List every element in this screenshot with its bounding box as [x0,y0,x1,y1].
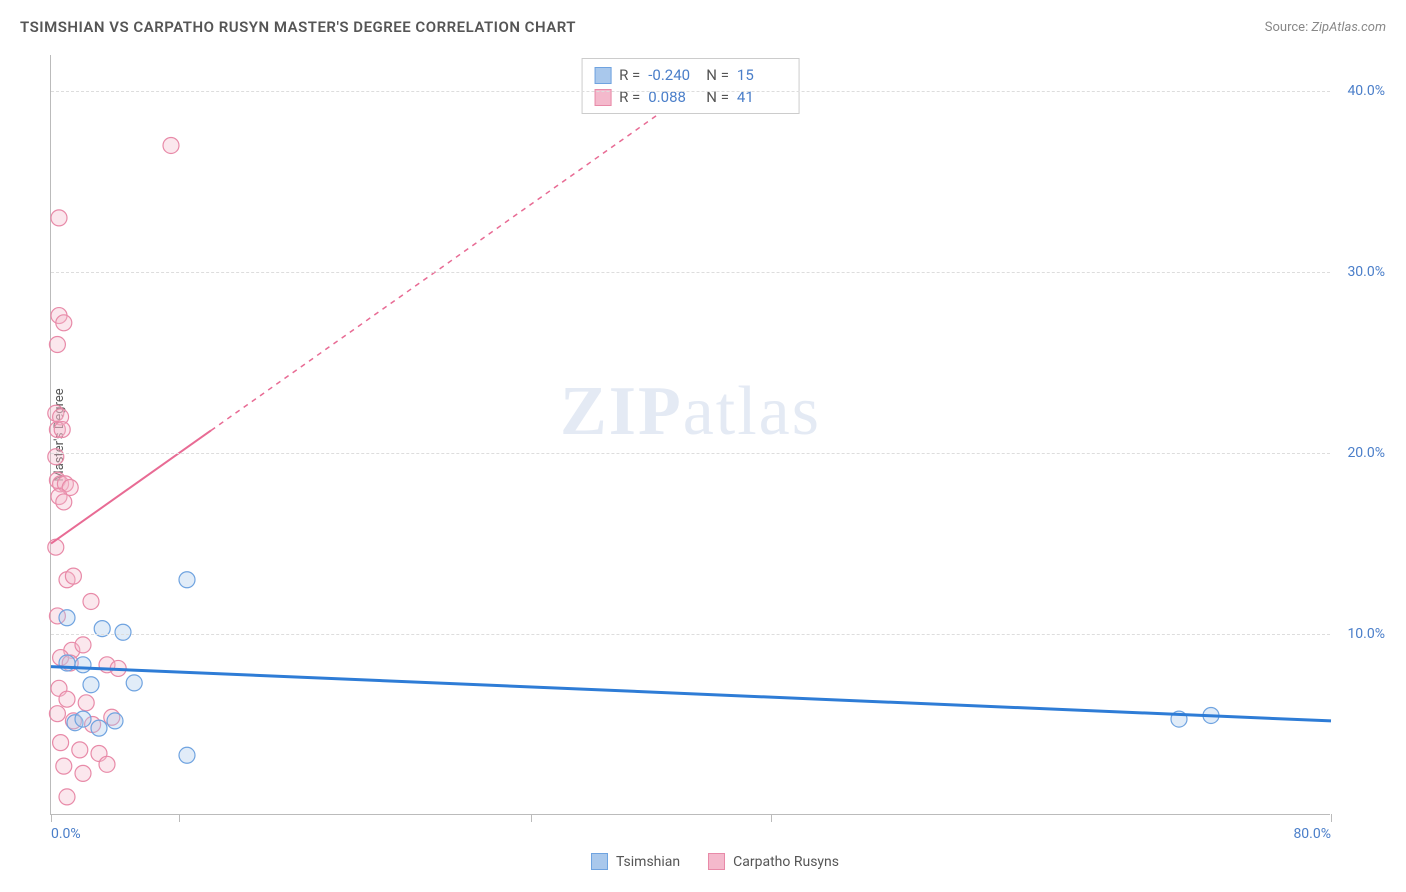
stats-n-value: 15 [737,66,787,84]
data-point [48,539,64,555]
bottom-legend: Tsimshian Carpatho Rusyns [591,853,839,870]
data-point [179,572,195,588]
data-point [56,758,72,774]
data-point [78,695,94,711]
data-point [48,449,64,465]
data-point [75,765,91,781]
x-tick [51,814,52,822]
data-point [49,706,65,722]
stats-row: R = -0.240 N = 15 [594,64,787,86]
data-point [99,756,115,772]
y-tick-label: 30.0% [1347,264,1385,280]
grid-line [51,453,1330,454]
plot-area: Master's Degree ZIPatlas R =-0.240N =15R… [50,55,1330,815]
legend-item: Carpatho Rusyns [708,853,839,870]
y-tick-label: 10.0% [1347,626,1385,642]
stats-row: R = 0.088N =41 [594,86,787,108]
data-point [83,593,99,609]
data-point [83,677,99,693]
y-tick-label: 20.0% [1347,445,1385,461]
data-point [115,624,131,640]
data-point [72,742,88,758]
data-point [49,337,65,353]
chart-header: TSIMSHIAN VS CARPATHO RUSYN MASTER'S DEG… [20,18,1386,36]
stats-r-value: -0.240 [648,66,698,84]
data-point [56,315,72,331]
source-value: ZipAtlas.com [1311,20,1386,35]
data-point [59,691,75,707]
y-tick-label: 40.0% [1347,83,1385,99]
x-tick-label: 0.0% [51,826,81,842]
data-point [75,711,91,727]
legend-swatch [708,853,725,870]
legend-label: Carpatho Rusyns [733,854,839,870]
trend-line [51,667,1331,721]
data-point [126,675,142,691]
data-point [53,735,69,751]
chart-source: Source: ZipAtlas.com [1265,20,1386,35]
legend-swatch [591,853,608,870]
legend-item: Tsimshian [591,853,680,870]
grid-line [51,272,1330,273]
data-point [54,422,70,438]
data-point [59,610,75,626]
data-point [75,657,91,673]
data-point [179,747,195,763]
plot-svg [51,55,1331,815]
data-point [163,137,179,153]
x-tick-label: 80.0% [1293,826,1331,842]
stats-n-label: N = [706,66,729,84]
x-tick [531,814,532,822]
x-tick [1331,814,1332,822]
chart-container: Master's Degree ZIPatlas R =-0.240N =15R… [50,55,1380,840]
grid-line [51,634,1330,635]
source-label: Source: [1265,20,1308,35]
stats-swatch [594,67,611,84]
x-tick [179,814,180,822]
data-point [59,789,75,805]
trend-line-dashed [211,91,691,430]
data-point [75,637,91,653]
chart-title: TSIMSHIAN VS CARPATHO RUSYN MASTER'S DEG… [20,18,576,36]
stats-r-label: R = [619,66,640,84]
stats-box: R = -0.240 N = 15 R = 0.088N =41 [581,58,800,114]
data-point [107,713,123,729]
x-tick [771,814,772,822]
data-point [65,568,81,584]
legend-label: Tsimshian [616,854,680,870]
grid-line [51,91,1330,92]
data-point [56,494,72,510]
data-point [51,210,67,226]
data-point [91,720,107,736]
